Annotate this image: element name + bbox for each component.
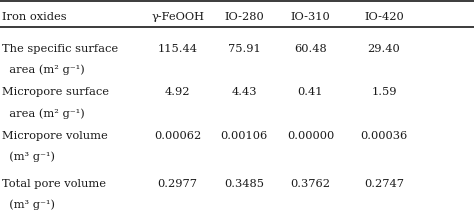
Text: area (m² g⁻¹): area (m² g⁻¹) [2,65,85,75]
Text: 0.41: 0.41 [298,87,323,97]
Text: IO-420: IO-420 [364,12,404,22]
Text: 0.00000: 0.00000 [287,131,334,141]
Text: 0.3762: 0.3762 [291,179,330,189]
Text: 60.48: 60.48 [294,44,327,54]
Text: 4.92: 4.92 [165,87,191,97]
Text: 0.2747: 0.2747 [364,179,404,189]
Text: 0.3485: 0.3485 [224,179,264,189]
Text: IO-280: IO-280 [224,12,264,22]
Text: Micropore volume: Micropore volume [2,131,108,141]
Text: 0.00106: 0.00106 [220,131,268,141]
Text: 0.00062: 0.00062 [154,131,201,141]
Text: γ-FeOOH: γ-FeOOH [151,12,204,22]
Text: Micropore surface: Micropore surface [2,87,109,97]
Text: 75.91: 75.91 [228,44,261,54]
Text: Iron oxides: Iron oxides [2,12,67,22]
Text: 0.2977: 0.2977 [158,179,198,189]
Text: 29.40: 29.40 [367,44,401,54]
Text: 115.44: 115.44 [158,44,198,54]
Text: Total pore volume: Total pore volume [2,179,106,189]
Text: 0.00036: 0.00036 [360,131,408,141]
Text: 4.43: 4.43 [231,87,257,97]
Text: area (m² g⁻¹): area (m² g⁻¹) [2,108,85,119]
Text: (m³ g⁻¹): (m³ g⁻¹) [2,200,55,210]
Text: (m³ g⁻¹): (m³ g⁻¹) [2,152,55,162]
Text: 1.59: 1.59 [371,87,397,97]
Text: IO-310: IO-310 [291,12,330,22]
Text: The specific surface: The specific surface [2,44,118,54]
